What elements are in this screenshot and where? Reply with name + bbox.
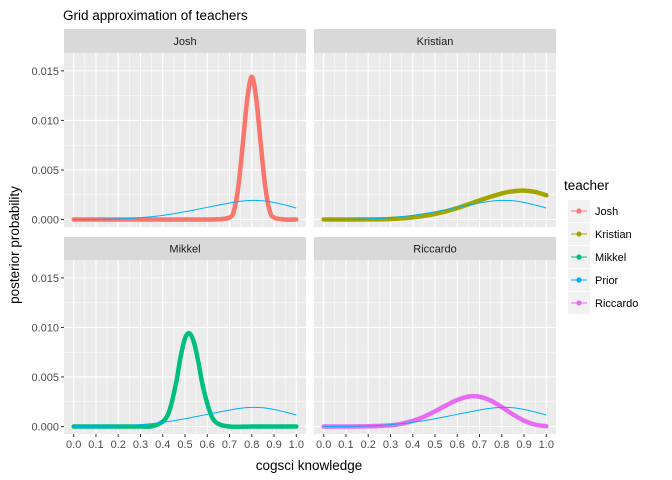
x-axis-tick-labels: 0.0 0.1 0.2 0.3 0.4 0.5 0.6 0.7 0.8 0.9 1.0 0.0 0.1 0… — [66, 434, 554, 451]
legend-label: Josh — [595, 206, 618, 218]
y-tick-label: 0.005 — [31, 165, 59, 177]
series-line-prior — [73, 406, 297, 427]
x-tick-label: 0.9 — [266, 439, 281, 451]
facet-strip-label: Riccardo — [413, 244, 456, 256]
legend-key-point — [576, 300, 582, 306]
x-tick-label: 0.6 — [200, 439, 215, 451]
legend-label: Riccardo — [595, 298, 638, 310]
facet-strip-label: Josh — [173, 36, 196, 48]
series-line-prior — [73, 199, 297, 220]
y-axis-tick-labels: 0.000 0.005 0.010 0.015 0.000 0.005 0.010 0.015 — [31, 66, 64, 434]
y-tick-label: 0.005 — [31, 372, 59, 384]
chart-title: Grid approximation of teachers — [63, 8, 248, 23]
facet-panels: Josh Kristian Mikkel Riccardo — [64, 29, 556, 434]
x-tick-label: 0.0 — [66, 439, 81, 451]
x-tick-label: 1.0 — [539, 439, 554, 451]
legend-item-mikkel: Mikkel — [568, 246, 626, 268]
y-tick-label: 0.015 — [31, 273, 59, 285]
legend-key-point — [576, 277, 582, 283]
facet-strip-label: Mikkel — [169, 244, 200, 256]
x-tick-label: 0.7 — [222, 439, 237, 451]
x-tick-label: 0.9 — [516, 439, 531, 451]
y-tick-label: 0.000 — [31, 215, 59, 227]
y-tick-label: 0.015 — [31, 66, 59, 78]
legend-item-josh: Josh — [568, 200, 618, 222]
legend-item-kristian: Kristian — [568, 223, 632, 245]
y-axis-label: posterior probability — [7, 186, 22, 304]
legend-key-point — [576, 254, 582, 260]
x-tick-label: 0.4 — [405, 439, 420, 451]
x-tick-label: 0.7 — [472, 439, 487, 451]
series-line-riccardo — [321, 393, 549, 429]
series-line-josh — [71, 74, 299, 222]
legend-key-point — [576, 208, 582, 214]
series-line-prior — [323, 406, 547, 427]
legend: teacher Josh Kristian Mikkel Prior Riccardo — [564, 178, 638, 314]
legend-key-point — [576, 231, 582, 237]
y-tick-label: 0.010 — [31, 322, 59, 334]
x-tick-label: 0.0 — [316, 439, 331, 451]
x-tick-label: 0.5 — [177, 439, 192, 451]
x-tick-label: 0.2 — [361, 439, 376, 451]
facet-panel-kristian: Kristian — [314, 29, 556, 227]
x-tick-label: 0.8 — [494, 439, 509, 451]
x-tick-label: 0.4 — [155, 439, 170, 451]
legend-item-riccardo: Riccardo — [568, 292, 638, 314]
x-tick-label: 1.0 — [289, 439, 304, 451]
facet-panel-josh: Josh — [64, 29, 306, 227]
legend-label: Prior — [595, 275, 619, 287]
facet-strip — [314, 29, 556, 53]
legend-label: Mikkel — [595, 252, 626, 264]
legend-label: Kristian — [595, 229, 632, 241]
x-tick-label: 0.3 — [133, 439, 148, 451]
x-axis-label: cogsci knowledge — [256, 458, 363, 473]
x-tick-label: 0.3 — [383, 439, 398, 451]
facet-panel-mikkel: Mikkel — [64, 237, 306, 434]
facet-strip — [64, 237, 306, 260]
x-tick-label: 0.1 — [338, 439, 353, 451]
legend-title: teacher — [564, 178, 610, 193]
legend-item-prior: Prior — [568, 269, 619, 291]
x-tick-label: 0.2 — [111, 439, 126, 451]
y-tick-label: 0.000 — [31, 422, 59, 434]
x-tick-label: 0.5 — [427, 439, 442, 451]
series-line-mikkel — [71, 330, 299, 430]
x-tick-label: 0.1 — [88, 439, 103, 451]
x-tick-label: 0.6 — [450, 439, 465, 451]
x-tick-label: 0.8 — [244, 439, 259, 451]
facet-panel-riccardo: Riccardo — [314, 237, 556, 434]
series-line-prior — [323, 199, 547, 220]
facet-strip — [314, 237, 556, 260]
facet-strip — [64, 29, 306, 53]
y-tick-label: 0.010 — [31, 115, 59, 127]
facet-strip-label: Kristian — [417, 36, 454, 48]
